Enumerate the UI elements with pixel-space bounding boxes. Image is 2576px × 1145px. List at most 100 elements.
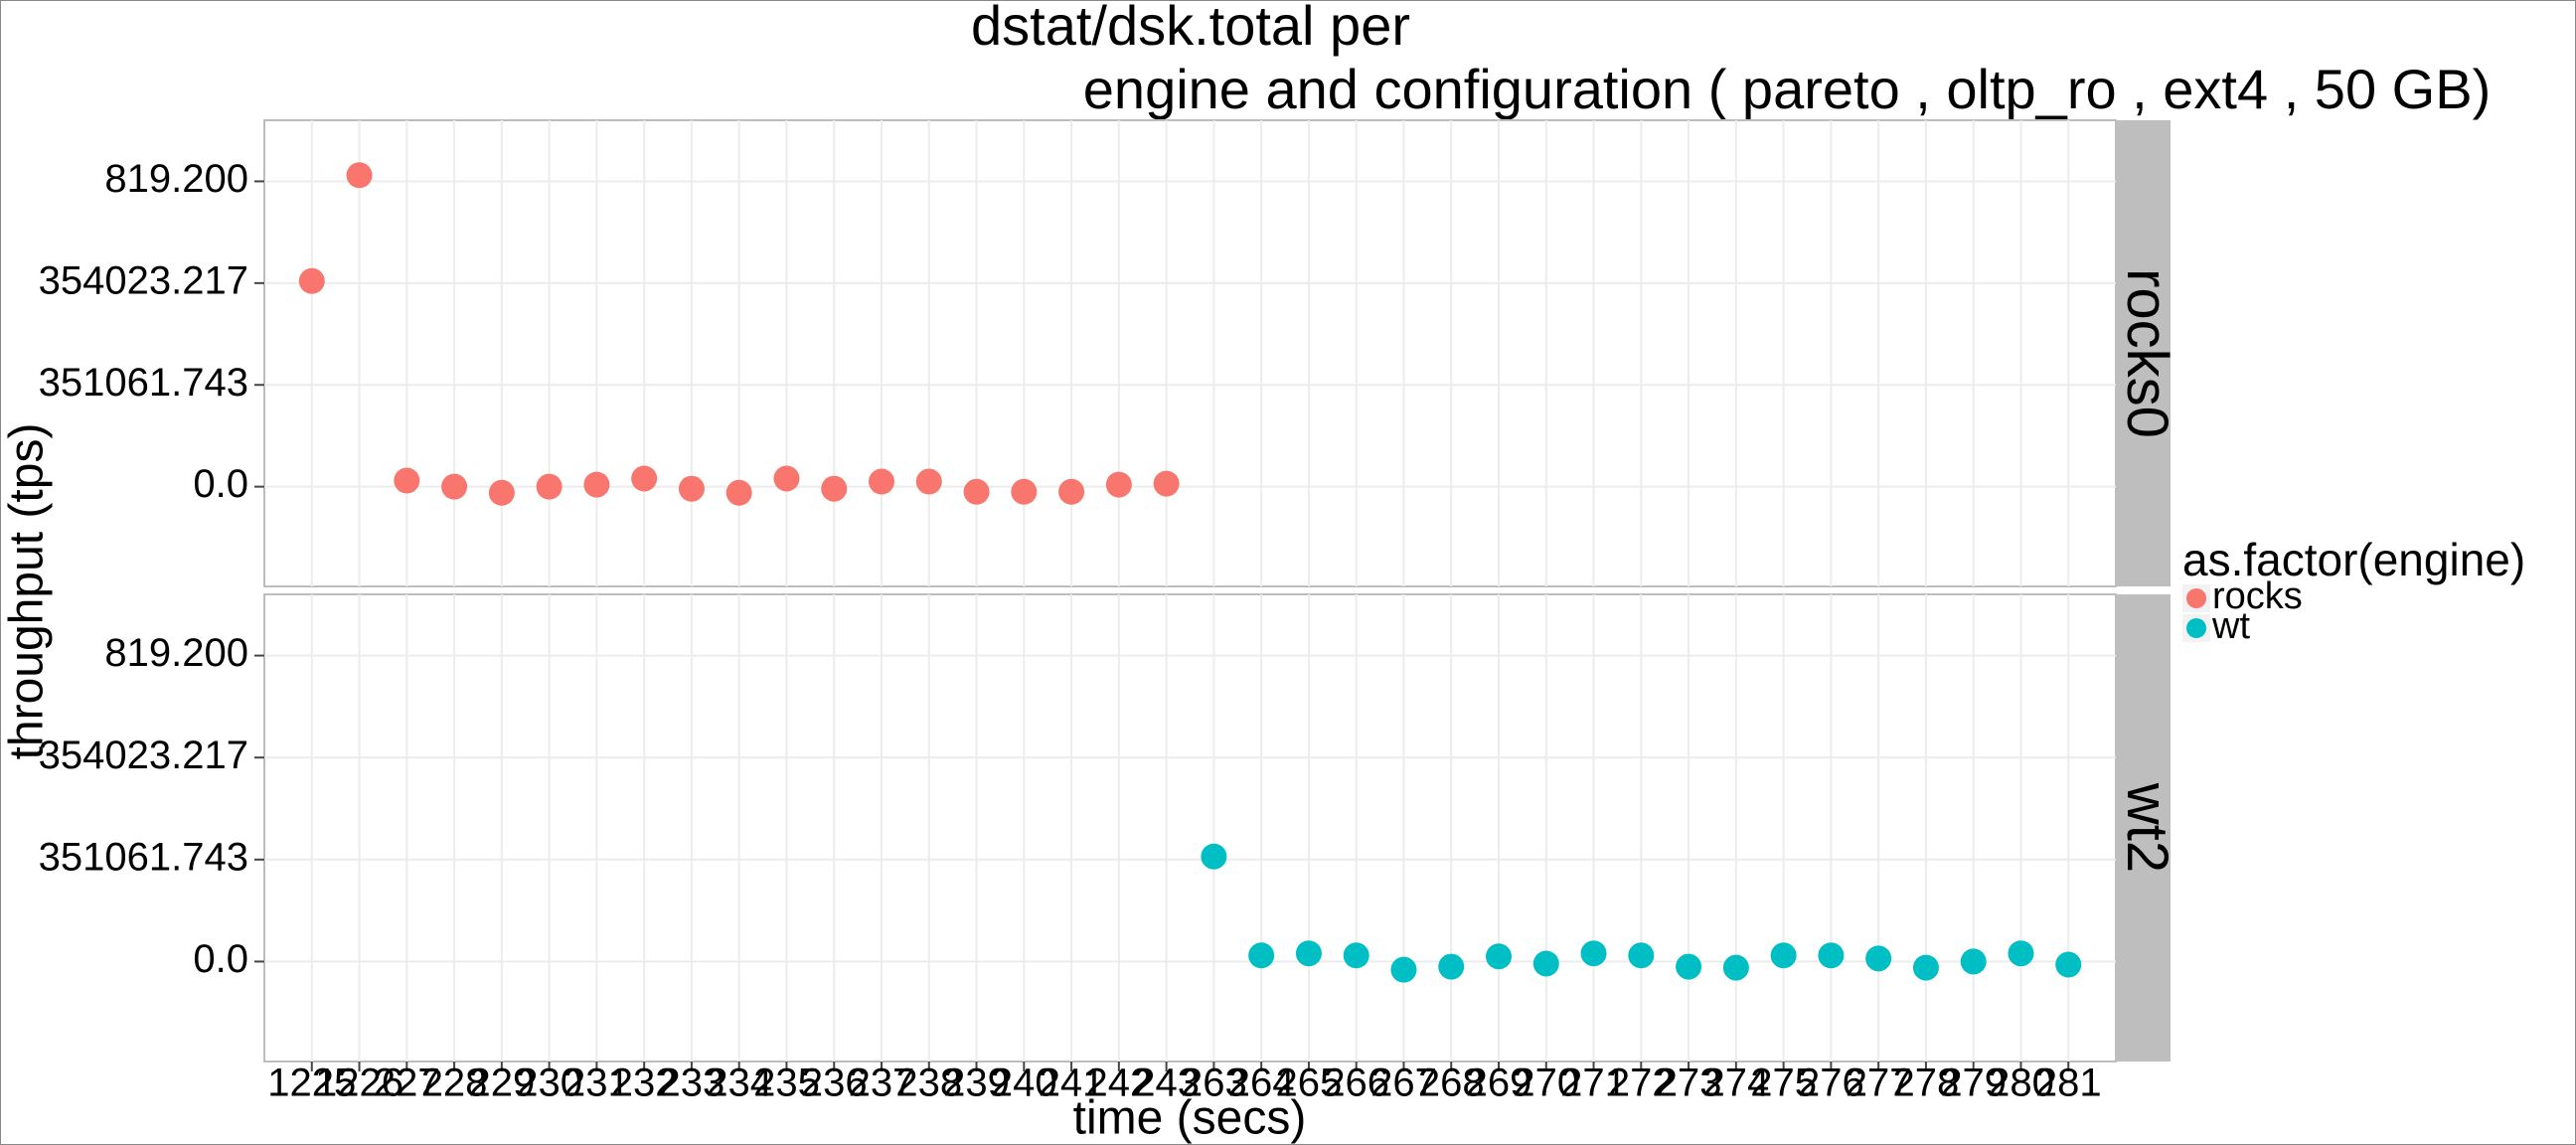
point [1960,948,1987,975]
point [346,162,373,189]
y-tick-label: 351061.743 [39,361,248,405]
y-axis-label: throughput (tps) [1,423,54,760]
x-tick-label: 272 [1608,1062,1675,1105]
x-tick-label: 271 [1560,1062,1627,1105]
point [1343,942,1369,969]
x-tick-label: 274 [1702,1062,1769,1105]
x-tick-label: 232 [611,1062,678,1105]
x-tick-label: 242 [1085,1062,1152,1105]
panel [263,593,2117,1063]
point [725,479,752,506]
x-tick-label: 241 [1039,1062,1105,1105]
point [1248,942,1275,969]
x-tick-label: 229 [468,1062,535,1105]
facet-label: wt2 [2115,782,2179,873]
point [1058,478,1085,505]
point [1865,945,1892,972]
point [1722,954,1749,981]
x-axis-label: time (secs) [1073,1092,1307,1145]
point [488,479,515,506]
x-tick-label: 237 [849,1062,915,1105]
point [1580,940,1607,967]
point [298,267,325,294]
x-tick-label: 281 [2035,1062,2102,1105]
x-tick-label: 270 [1513,1062,1579,1105]
point [1201,843,1227,870]
legend-marker [2186,588,2206,608]
point [583,471,610,498]
chart-title: dstat/dsk.total per [971,0,1410,57]
facet-strip [2116,594,2171,1062]
point [678,475,705,502]
point [1818,942,1845,969]
point [1628,942,1655,969]
point [1438,953,1465,980]
point [773,465,800,492]
point [441,473,468,500]
x-tick-label: 227 [374,1062,440,1105]
point [631,465,658,492]
x-tick-label: 228 [421,1062,488,1105]
x-tick-label: 236 [801,1062,868,1105]
facet-strip [2116,120,2171,586]
legend-title: as.factor(engine) [2182,534,2525,585]
legend-marker [2186,618,2206,638]
x-tick-label: 279 [1940,1062,2007,1105]
point [2055,951,2082,978]
x-tick-label: 267 [1370,1062,1437,1105]
point [394,467,420,494]
facet-label: rocks0 [2115,268,2179,438]
x-tick-label: 269 [1466,1062,1532,1105]
x-tick-label: 266 [1323,1062,1389,1105]
x-tick-label: 234 [706,1062,772,1105]
x-tick-label: 239 [943,1062,1010,1105]
point [1105,471,1132,498]
point [1486,943,1512,970]
x-tick-label: 275 [1750,1062,1817,1105]
x-tick-label: 263 [1181,1062,1247,1105]
x-tick-label: 1226 [315,1062,403,1105]
panel [263,119,2117,587]
point [2008,940,2034,967]
y-tick-label: 0.0 [193,937,248,981]
y-tick-label: 354023.217 [39,734,248,777]
point [963,478,990,505]
y-tick-label: 354023.217 [39,258,248,302]
x-tick-label: 277 [1846,1062,1912,1105]
x-tick-label: 278 [1893,1062,1960,1105]
y-tick-label: 351061.743 [39,835,248,879]
y-tick-label: 0.0 [193,462,248,506]
point [1770,942,1797,969]
x-tick-label: 280 [1988,1062,2054,1105]
x-tick-label: 230 [516,1062,582,1105]
x-tick-label: 233 [659,1062,725,1105]
point [1532,950,1559,977]
x-tick-label: 235 [753,1062,820,1105]
x-tick-label: 240 [991,1062,1057,1105]
legend-label: rocks [2212,575,2303,617]
point [1153,470,1180,497]
point [536,473,563,500]
y-tick-label: 819.200 [104,157,248,201]
point [869,468,894,495]
chart-title: engine and configuration ( pareto , oltp… [1083,58,2491,120]
x-tick-label: 273 [1656,1062,1722,1105]
x-tick-label: 243 [1133,1062,1200,1105]
x-tick-label: 268 [1418,1062,1485,1105]
x-tick-label: 238 [895,1062,962,1105]
point [1295,940,1322,967]
x-tick-label: 264 [1228,1062,1295,1105]
x-tick-label: 1225 [267,1062,356,1105]
point [1390,956,1417,983]
point [1676,953,1702,980]
x-tick-label: 276 [1798,1062,1864,1105]
point [1011,478,1038,505]
x-tick-label: 231 [564,1062,630,1105]
point [821,475,848,502]
point [1912,954,1939,981]
point [915,468,942,495]
legend-label: wt [2211,605,2250,647]
x-tick-label: 265 [1276,1062,1343,1105]
y-tick-label: 819.200 [104,631,248,675]
